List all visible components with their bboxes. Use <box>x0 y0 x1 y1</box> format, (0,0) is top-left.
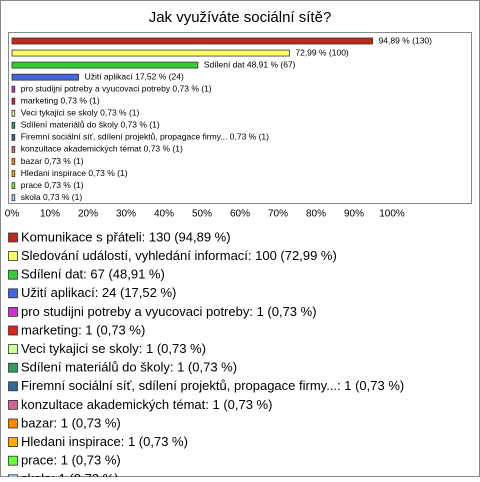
bar <box>11 182 16 190</box>
x-tick-label: 30% <box>116 209 136 220</box>
legend-swatch <box>8 344 18 355</box>
x-tick-label: 0% <box>5 209 20 220</box>
legend-swatch <box>8 418 18 429</box>
legend-swatch <box>8 437 18 448</box>
x-tick-label: 70% <box>268 209 288 220</box>
bar <box>11 170 16 177</box>
legend-label: konzultace akademických témat: 1 (0,73 %… <box>21 397 272 412</box>
bar-label: marketing 0,73 % (1) <box>21 96 100 106</box>
legend-label: Veci tykajici se skoly: 1 (0,73 %) <box>21 341 206 356</box>
bar <box>11 61 199 69</box>
plot-frame <box>8 32 472 204</box>
x-tick-label: 10% <box>40 209 60 220</box>
legend-swatch <box>8 288 18 299</box>
x-tick-label: 80% <box>306 209 326 220</box>
bar <box>11 49 290 57</box>
bar-label: Hledani inspirace 0,73 % (1) <box>21 168 128 178</box>
bar-label: Veci tykajici se skoly 0,73 % (1) <box>21 108 140 118</box>
bar-label: 72,99 % (100) <box>295 47 349 57</box>
legend-label: bazar: 1 (0,73 %) <box>21 415 121 430</box>
bar-label: konzultace akademických témat 0,73 % (1) <box>21 144 183 154</box>
bar-label: 94,89 % (130) <box>379 35 433 45</box>
bar <box>11 158 16 165</box>
bar <box>11 133 16 141</box>
x-tick-label: 40% <box>154 209 174 220</box>
bar <box>11 146 16 153</box>
legend-swatch <box>8 381 18 392</box>
legend-label: marketing: 1 (0,73 %) <box>21 322 145 337</box>
bar-label: prace 0,73 % (1) <box>21 180 84 190</box>
bar-label: Užití aplikací 17,52 % (24) <box>85 71 184 81</box>
legend-label: prace: 1 (0,73 %) <box>21 453 121 468</box>
x-tick-label: 100% <box>379 209 405 220</box>
legend-label: Sdílení materiálů do školy: 1 (0,73 %) <box>21 360 237 375</box>
legend-swatch <box>8 232 18 243</box>
legend-swatch <box>8 362 18 373</box>
bar-label: Sdílení dat 48,91 % (67) <box>204 59 296 69</box>
legend-label: Sledování událostí, vyhledání informací:… <box>21 248 337 263</box>
legend-label: Komunikace s přáteli: 130 (94,89 %) <box>21 229 231 244</box>
x-tick-label: 20% <box>78 209 98 220</box>
x-tick-label: 50% <box>192 209 212 220</box>
legend-swatch <box>8 251 18 262</box>
legend-label: skola: 1 (0,73 %) <box>21 471 119 477</box>
bar <box>11 194 16 202</box>
x-tick-label: 60% <box>230 209 250 220</box>
legend-label: Sdílení dat: 67 (48,91 %) <box>21 267 165 282</box>
bar <box>11 73 79 81</box>
legend-label: Hledani inspirace: 1 (0,73 %) <box>21 434 188 449</box>
bar <box>11 109 16 117</box>
bar-label: Firemní sociální síť, sdílení projektů, … <box>21 132 269 142</box>
x-tick-label: 90% <box>344 209 364 220</box>
bar <box>11 97 16 105</box>
legend-swatch <box>8 455 18 466</box>
legend-label: Užití aplikací: 24 (17,52 %) <box>21 285 176 300</box>
bar-label: Sdílení materiálů do školy 0,73 % (1) <box>21 120 160 130</box>
legend-label: Firemní sociální síť, sdílení projektů, … <box>21 378 404 393</box>
chart-title: Jak využíváte sociální sítě? <box>149 9 332 26</box>
legend-swatch <box>8 325 18 336</box>
bar-label: pro studijni potreby a vyucovaci potreby… <box>21 83 212 93</box>
legend-swatch <box>8 399 18 410</box>
bar <box>11 37 373 45</box>
legend-label: pro studijni potreby a vyucovaci potreby… <box>21 304 317 319</box>
bar-label: bazar 0,73 % (1) <box>21 156 84 166</box>
bar <box>11 121 16 129</box>
bar <box>11 85 16 93</box>
bar-label: skola 0,73 % (1) <box>21 192 83 202</box>
legend-swatch <box>8 306 18 317</box>
legend-swatch <box>8 269 18 280</box>
